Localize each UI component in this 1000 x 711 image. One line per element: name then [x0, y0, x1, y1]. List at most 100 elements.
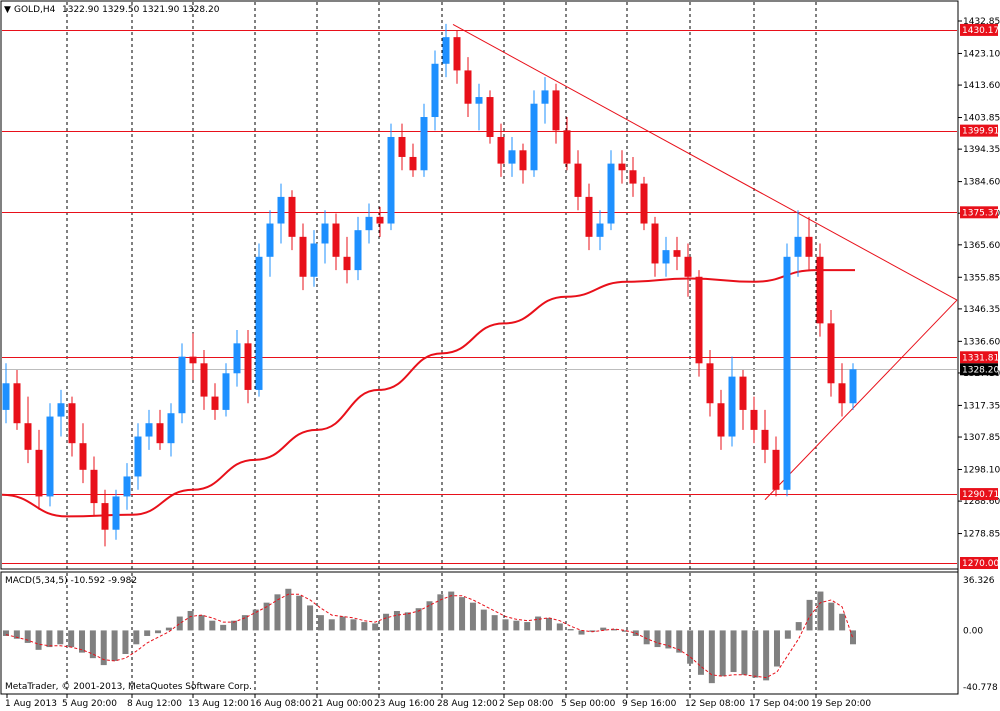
candle-body	[46, 416, 54, 497]
macd-bar	[426, 601, 433, 631]
macd-bar	[263, 602, 270, 631]
macd-bar	[719, 630, 726, 677]
candle-body	[662, 250, 670, 264]
candle-body	[739, 376, 747, 410]
macd-tick-label: 36.326	[963, 576, 995, 586]
candle-body	[299, 236, 307, 277]
price-tick-label: 1317.35	[963, 401, 1000, 411]
candle-body	[101, 503, 109, 530]
candle-body	[607, 163, 615, 224]
level-tag	[960, 206, 998, 219]
macd-bar	[687, 630, 694, 664]
macd-bar	[241, 615, 248, 631]
candle-body	[365, 216, 373, 231]
candle-body	[508, 150, 516, 164]
time-tick-label: 21 Aug 00:00	[312, 699, 373, 709]
candle-body	[310, 243, 318, 277]
candle-body	[574, 163, 582, 197]
macd-bar	[393, 610, 400, 631]
current-price-label: 1328.20	[962, 365, 999, 375]
candle-body	[123, 476, 131, 497]
moving-average-line[interactable]	[1, 269, 855, 518]
macd-bar	[763, 630, 770, 681]
macd-bar	[79, 630, 86, 653]
candle-body	[651, 223, 659, 264]
price-tick-label: 1336.60	[963, 337, 1000, 347]
macd-bar	[611, 629, 618, 631]
macd-bar	[35, 630, 42, 650]
macd-bar	[578, 630, 585, 635]
candle-body	[134, 436, 142, 477]
time-tick-label: 2 Sep 08:00	[499, 699, 554, 709]
macd-bar	[480, 609, 487, 631]
macd-bar	[448, 591, 455, 631]
symbol-menu-icon[interactable]: ▼	[4, 5, 11, 15]
macd-bar	[850, 630, 856, 645]
time-tick-label: 23 Aug 16:00	[374, 699, 435, 709]
macd-bar	[176, 616, 183, 631]
candle-body	[321, 223, 329, 244]
trendline[interactable]	[452, 24, 958, 301]
candle-body	[750, 409, 758, 430]
time-tick-label: 19 Sep 20:00	[811, 699, 871, 709]
time-tick-label: 17 Sep 04:00	[749, 699, 809, 709]
candle-body	[838, 383, 846, 404]
macd-bar	[697, 630, 704, 675]
time-tick-label: 28 Aug 12:00	[437, 699, 498, 709]
candle-body	[200, 363, 208, 397]
candle-body	[288, 196, 296, 237]
time-tick-label: 16 Aug 08:00	[250, 699, 311, 709]
candle-body	[244, 343, 252, 390]
candle-body	[640, 183, 648, 224]
macd-bar	[817, 591, 824, 631]
macd-bar	[741, 630, 748, 675]
moving-average	[1, 269, 855, 518]
candle-body	[453, 37, 461, 71]
vertical-grid	[66, 2, 817, 693]
time-tick-label: 9 Sep 16:00	[622, 699, 677, 709]
candle-body	[178, 356, 186, 414]
symbol-label: GOLD,H4	[14, 5, 56, 15]
level-tag-label: 1270.00	[962, 559, 999, 569]
level-tag-label: 1290.71	[962, 490, 999, 500]
macd-bar	[198, 615, 205, 631]
candle-body	[24, 423, 32, 450]
macd-bar	[89, 630, 96, 659]
macd-bar	[68, 630, 75, 648]
macd-bar	[828, 602, 835, 631]
level-tag-label: 1331.81	[962, 353, 999, 363]
candles	[2, 23, 857, 547]
trendline[interactable]	[764, 299, 958, 501]
macd-bar	[567, 629, 574, 631]
price-tick-label: 1423.10	[963, 49, 1000, 59]
candle-body	[255, 256, 263, 390]
candle-body	[728, 376, 736, 437]
price-tick-label: 1365.60	[963, 241, 1000, 251]
macd-bar	[46, 630, 53, 648]
candle-body	[794, 236, 802, 257]
macd-bar	[839, 613, 846, 631]
macd-bar	[773, 630, 780, 667]
macd-bar	[252, 609, 259, 631]
time-tick-label: 8 Aug 12:00	[127, 699, 182, 709]
macd-tick-label: -40.778	[963, 683, 998, 693]
macd-bar	[339, 616, 346, 631]
macd-bar	[665, 630, 672, 649]
price-tick-label: 1403.85	[963, 114, 1000, 124]
candle-body	[761, 429, 769, 450]
time-tick-label: 5 Aug 20:00	[62, 699, 117, 709]
macd-bar	[111, 630, 118, 661]
candle-body	[332, 223, 340, 257]
macd-axis: 36.326 0.00 -40.778	[963, 576, 998, 693]
macd-bar	[274, 594, 281, 631]
macd-bar	[708, 630, 715, 684]
price-tick-label: 1346.35	[963, 305, 1000, 315]
candle-body	[167, 413, 175, 444]
candle-body	[68, 403, 76, 444]
level-tag-label: 1399.91	[962, 127, 999, 137]
price-tick-label: 1288.60	[963, 497, 1000, 507]
candle-body	[695, 276, 703, 364]
candle-body	[827, 323, 835, 384]
macd-bar	[502, 619, 509, 631]
